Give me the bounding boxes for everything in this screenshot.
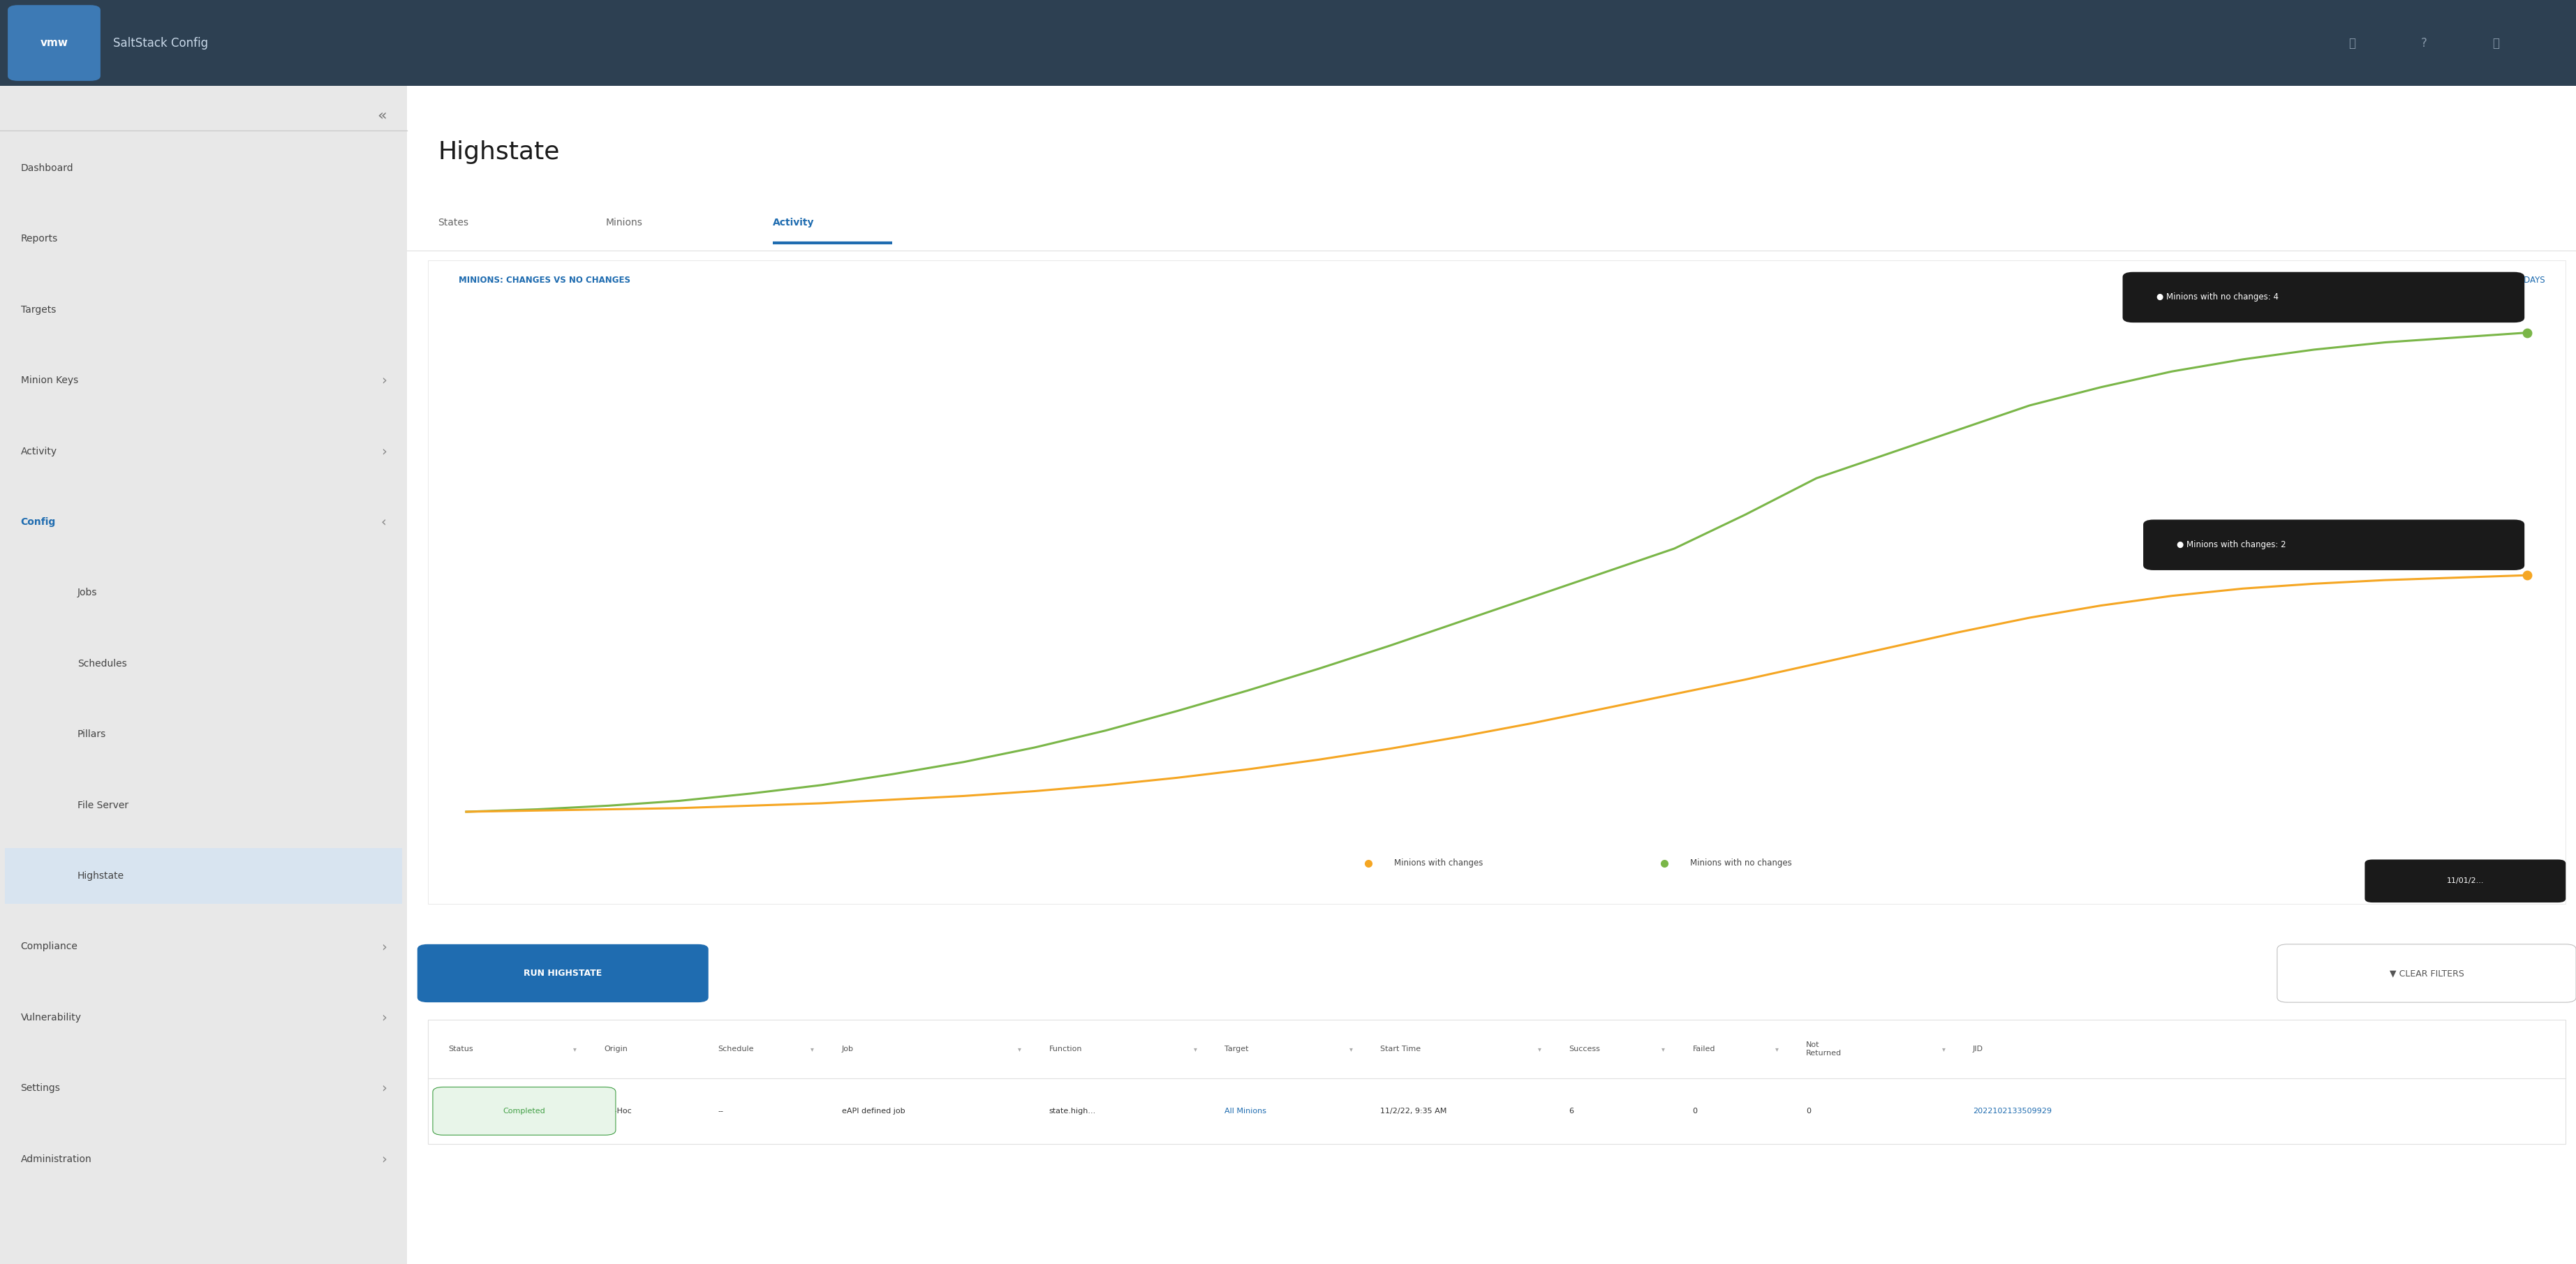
Text: ›: › — [381, 445, 386, 458]
FancyBboxPatch shape — [2365, 860, 2566, 902]
Text: RUN HIGHSTATE: RUN HIGHSTATE — [523, 968, 603, 978]
Text: ›: › — [381, 1082, 386, 1095]
Text: ▼ CLEAR FILTERS: ▼ CLEAR FILTERS — [2391, 968, 2463, 978]
Text: Compliance: Compliance — [21, 942, 77, 952]
Text: Status: Status — [448, 1045, 474, 1053]
Text: Activity: Activity — [773, 217, 814, 228]
Text: ›: › — [381, 1153, 386, 1165]
FancyBboxPatch shape — [8, 5, 100, 81]
Text: MINIONS: CHANGES VS NO CHANGES: MINIONS: CHANGES VS NO CHANGES — [459, 276, 631, 284]
Text: Pillars: Pillars — [77, 729, 106, 739]
Text: ▾: ▾ — [1018, 1045, 1023, 1053]
Text: PAST 30 DAYS: PAST 30 DAYS — [2488, 276, 2545, 284]
Text: Settings: Settings — [21, 1083, 59, 1093]
Text: Dashboard: Dashboard — [21, 163, 72, 173]
Text: Config: Config — [21, 517, 57, 527]
FancyBboxPatch shape — [2143, 520, 2524, 570]
Text: ▾: ▾ — [811, 1045, 814, 1053]
Text: vmw: vmw — [41, 38, 67, 48]
Text: eAPI defined job: eAPI defined job — [842, 1107, 904, 1115]
Text: Vulnerability: Vulnerability — [21, 1012, 82, 1023]
Text: 2022102133509929: 2022102133509929 — [1973, 1107, 2050, 1115]
FancyBboxPatch shape — [2277, 944, 2576, 1002]
Text: Jobs: Jobs — [77, 588, 98, 598]
Text: Completed: Completed — [502, 1107, 546, 1115]
FancyBboxPatch shape — [2123, 272, 2524, 322]
Text: Minions with changes: Minions with changes — [1394, 858, 1484, 868]
Text: Highstate: Highstate — [438, 140, 559, 164]
Text: ▾: ▾ — [1350, 1045, 1352, 1053]
Text: SaltStack Config: SaltStack Config — [113, 37, 209, 49]
FancyBboxPatch shape — [407, 86, 2576, 1264]
Text: 6: 6 — [1569, 1107, 1574, 1115]
Text: 🔔: 🔔 — [2349, 37, 2354, 49]
Text: ▾: ▾ — [1662, 1045, 1664, 1053]
Text: Schedules: Schedules — [77, 659, 126, 669]
FancyBboxPatch shape — [417, 944, 708, 1002]
Text: «: « — [376, 109, 386, 123]
Text: 👤: 👤 — [2494, 37, 2499, 49]
Text: ‹: ‹ — [381, 516, 386, 528]
FancyBboxPatch shape — [428, 1020, 2566, 1144]
Text: Reports: Reports — [21, 234, 57, 244]
Text: Success: Success — [1569, 1045, 1600, 1053]
Text: Not
Returned: Not Returned — [1806, 1042, 1842, 1057]
FancyBboxPatch shape — [5, 848, 402, 904]
Text: Job: Job — [842, 1045, 853, 1053]
Text: Activity: Activity — [21, 446, 57, 456]
Text: Highstate: Highstate — [77, 871, 124, 881]
Text: States: States — [438, 217, 469, 228]
Text: 0: 0 — [1692, 1107, 1698, 1115]
FancyBboxPatch shape — [433, 1087, 616, 1135]
Text: ▾: ▾ — [1942, 1045, 1945, 1053]
Text: Start Time: Start Time — [1381, 1045, 1422, 1053]
Text: Ad-Hoc: Ad-Hoc — [605, 1107, 631, 1115]
Text: ● Minions with changes: 2: ● Minions with changes: 2 — [2177, 541, 2285, 550]
Text: ?: ? — [2421, 37, 2427, 49]
Text: File Server: File Server — [77, 800, 129, 810]
FancyBboxPatch shape — [0, 0, 2576, 86]
Text: ›: › — [381, 374, 386, 387]
Text: ▾: ▾ — [1193, 1045, 1198, 1053]
Text: ›: › — [381, 1011, 386, 1024]
Text: Administration: Administration — [21, 1154, 93, 1164]
Text: ›: › — [381, 940, 386, 953]
Text: Minion Keys: Minion Keys — [21, 375, 77, 386]
Text: All Minions: All Minions — [1224, 1107, 1267, 1115]
FancyBboxPatch shape — [0, 86, 407, 1264]
Text: state.high...: state.high... — [1048, 1107, 1095, 1115]
Text: Origin: Origin — [605, 1045, 629, 1053]
Text: 11/2/22, 9:35 AM: 11/2/22, 9:35 AM — [1381, 1107, 1448, 1115]
Text: ▾: ▾ — [1538, 1045, 1540, 1053]
Text: Minions: Minions — [605, 217, 641, 228]
Text: Schedule: Schedule — [719, 1045, 755, 1053]
Text: 0: 0 — [1806, 1107, 1811, 1115]
Text: ▾: ▾ — [1775, 1045, 1777, 1053]
Text: ▾: ▾ — [574, 1045, 577, 1053]
Text: Failed: Failed — [1692, 1045, 1716, 1053]
FancyBboxPatch shape — [428, 260, 2566, 904]
Text: Targets: Targets — [21, 305, 57, 315]
Text: ● Minions with no changes: 4: ● Minions with no changes: 4 — [2156, 293, 2277, 302]
Text: Target: Target — [1224, 1045, 1249, 1053]
Text: Minions with no changes: Minions with no changes — [1690, 858, 1793, 868]
Text: Function: Function — [1048, 1045, 1082, 1053]
Text: 11/01/2...: 11/01/2... — [2447, 877, 2483, 885]
Text: --: -- — [719, 1107, 724, 1115]
Text: JID: JID — [1973, 1045, 1984, 1053]
